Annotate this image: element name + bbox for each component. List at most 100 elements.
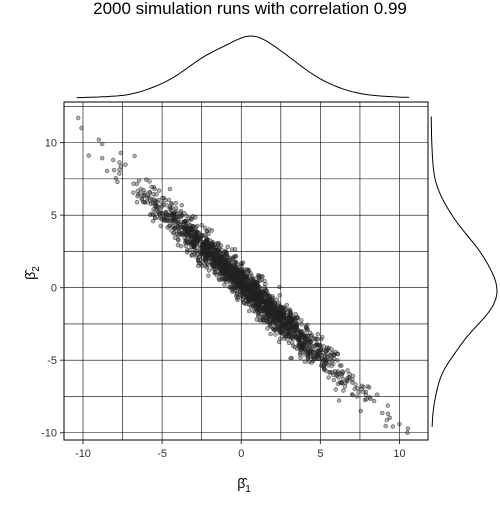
data-point — [179, 203, 185, 208]
data-point — [149, 197, 155, 202]
data-point — [145, 200, 150, 205]
data-point — [99, 156, 105, 161]
data-point — [277, 293, 282, 298]
data-point — [311, 349, 316, 355]
data-point — [250, 294, 255, 300]
data-point — [79, 125, 84, 131]
data-point — [347, 375, 352, 381]
data-point — [248, 283, 253, 289]
data-point — [240, 288, 245, 293]
data-point — [225, 277, 230, 282]
data-point — [307, 338, 313, 343]
data-point — [297, 352, 303, 357]
data-point — [188, 233, 193, 238]
data-point — [331, 353, 336, 358]
data-point — [207, 247, 212, 252]
data-point — [251, 291, 256, 296]
data-point — [294, 324, 300, 329]
data-point — [331, 377, 337, 383]
data-point — [291, 330, 296, 336]
data-point — [286, 340, 292, 346]
data-point — [300, 329, 305, 334]
data-point — [202, 225, 208, 231]
data-point — [323, 348, 329, 353]
data-point — [175, 215, 181, 220]
data-point — [358, 408, 363, 414]
x-axis-label: β̂1 — [237, 475, 251, 495]
data-point — [214, 252, 220, 258]
data-point — [229, 247, 235, 252]
data-point — [169, 228, 174, 233]
data-point — [356, 389, 361, 395]
y-axis-label-sub: 2 — [31, 266, 42, 272]
data-point — [234, 292, 240, 297]
data-point — [234, 261, 239, 266]
data-point — [104, 168, 110, 174]
data-point — [365, 384, 370, 389]
plot-area — [63, 101, 429, 441]
data-point — [99, 141, 105, 147]
data-point — [235, 297, 240, 303]
data-point — [339, 380, 344, 386]
y-axis: -10 -5 0 5 10 — [41, 138, 64, 440]
data-point — [184, 223, 189, 229]
data-point — [278, 336, 283, 341]
x-axis-label-sub: 1 — [245, 484, 251, 495]
data-point — [303, 344, 309, 349]
data-point — [354, 394, 360, 399]
data-point — [286, 330, 292, 336]
data-point — [268, 300, 274, 305]
data-point — [289, 311, 294, 316]
data-point — [229, 285, 234, 290]
data-point — [256, 273, 261, 278]
data-point — [131, 190, 136, 195]
data-point — [262, 298, 267, 303]
data-point — [261, 319, 267, 325]
data-point — [315, 332, 320, 337]
data-point — [199, 223, 204, 228]
data-point — [344, 379, 350, 384]
data-point — [227, 266, 233, 272]
x-tick-label: 5 — [317, 448, 323, 460]
data-point — [259, 291, 264, 296]
data-point — [286, 308, 291, 313]
data-point — [277, 314, 282, 319]
data-point — [273, 304, 278, 309]
data-point — [225, 244, 230, 250]
data-point — [302, 359, 308, 364]
data-point — [183, 239, 188, 244]
data-point — [117, 167, 122, 172]
data-point — [174, 231, 180, 237]
data-point — [238, 278, 243, 283]
data-point — [334, 373, 339, 378]
data-point — [165, 225, 170, 230]
data-point — [233, 253, 239, 259]
data-point — [167, 204, 173, 210]
data-point — [167, 186, 173, 192]
x-tick-label: -10 — [75, 448, 91, 460]
data-point — [141, 187, 146, 193]
y-axis-label: β̂2 — [22, 266, 42, 280]
data-point — [405, 426, 411, 431]
data-point — [158, 223, 164, 229]
data-point — [191, 244, 197, 249]
data-point — [305, 322, 310, 328]
data-point — [289, 335, 294, 340]
data-point — [282, 305, 287, 311]
data-point — [284, 302, 289, 308]
data-point — [203, 255, 208, 261]
data-point — [314, 340, 319, 346]
data-point — [271, 311, 276, 317]
data-point — [385, 411, 391, 416]
data-point — [193, 254, 199, 259]
data-point — [218, 259, 224, 265]
data-point — [341, 388, 346, 393]
data-point — [320, 362, 325, 367]
data-point — [240, 270, 246, 275]
data-point — [118, 150, 123, 156]
data-point — [196, 258, 201, 263]
y-axis-label-main: β̂ — [22, 269, 38, 280]
x-tick-label: 0 — [238, 448, 244, 460]
data-point — [266, 313, 271, 319]
